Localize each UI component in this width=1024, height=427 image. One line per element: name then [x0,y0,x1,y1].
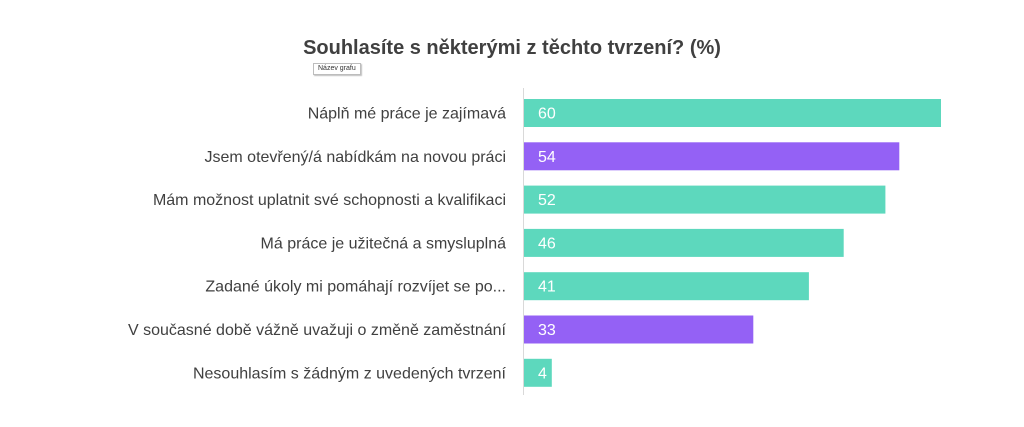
bar-value-label: 60 [538,106,556,123]
bar [524,99,941,127]
category-label: Nesouhlasím s žádným z uvedených tvrzení [193,365,507,382]
category-label: Mám možnost uplatnit své schopnosti a kv… [153,192,506,209]
category-label: Zadané úkoly mi pomáhají rozvíjet se po.… [205,279,506,296]
bar [524,315,754,344]
category-label: Náplň mé práce je zajímavá [308,106,506,123]
category-label: Jsem otevřený/á nabídkám na novou práci [205,149,507,166]
category-label: Má práce je užitečná a smysluplná [261,235,507,252]
bar [524,358,552,387]
chart-title-tooltip: Název grafu [313,63,361,75]
category-label: V současné době vážně uvažuji o změně za… [128,322,507,339]
bar-value-label: 46 [538,235,556,252]
bar [524,272,809,301]
bar [524,142,900,171]
bar-value-label: 54 [538,149,556,166]
bars: Náplň mé práce je zajímavá 60 Jsem otevřen… [128,99,941,387]
chart-title: Souhlasíte s některými z těchto tvrzení?… [303,37,721,59]
bar-value-label: 33 [538,322,556,339]
bar-value-label: 41 [538,279,556,296]
bar-value-label: 52 [538,192,556,209]
bar-value-label: 4 [538,365,547,382]
bar [524,228,844,257]
bar [524,185,886,214]
